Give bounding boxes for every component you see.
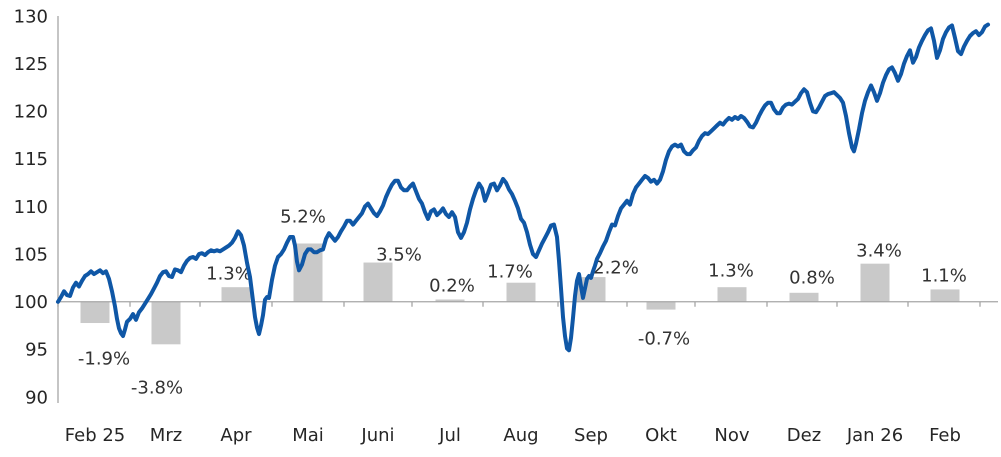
monthly-return-bar — [930, 289, 960, 302]
monthly-return-bar — [435, 299, 465, 302]
monthly-return-bar — [860, 263, 890, 302]
return-bar-label: 0.2% — [429, 275, 475, 296]
return-bar-label: 3.5% — [376, 244, 422, 265]
y-tick-label: 120 — [14, 102, 48, 123]
performance-line — [56, 22, 990, 353]
return-bar-label: 0.8% — [789, 267, 835, 288]
monthly-return-bar — [363, 262, 393, 302]
monthly-return-bar — [151, 301, 181, 345]
x-tick-label: Sep — [574, 425, 608, 446]
monthly-return-bar — [646, 301, 676, 310]
x-tick-label: Jul — [438, 425, 461, 446]
y-tick-label: 100 — [14, 292, 48, 313]
return-bar-label: -0.7% — [638, 328, 690, 349]
x-tick-label: Feb — [929, 425, 961, 446]
monthly-return-bar — [506, 282, 536, 302]
x-tick-label: Mrz — [150, 425, 182, 446]
return-bar-label: -3.8% — [131, 377, 183, 398]
monthly-return-bar — [789, 292, 819, 302]
monthly-return-bar — [80, 301, 110, 324]
return-bar-label: 5.2% — [280, 206, 326, 227]
return-bar-label: 1.1% — [921, 265, 967, 286]
y-tick-label: 130 — [14, 6, 48, 27]
x-tick-label: Feb 25 — [65, 425, 126, 446]
y-tick-label: 90 — [25, 387, 48, 408]
x-tick-label: Okt — [645, 425, 677, 446]
x-tick-label: Jan 26 — [846, 425, 903, 446]
y-tick-label: 115 — [14, 149, 48, 170]
y-tick-label: 105 — [14, 244, 48, 265]
y-tick-label: 95 — [25, 340, 48, 361]
return-bar-label: 1.3% — [206, 263, 252, 284]
return-bar-label: 1.7% — [487, 261, 533, 282]
return-bar-label: -1.9% — [78, 348, 130, 369]
x-tick-label: Juni — [360, 425, 394, 446]
y-tick-label: 110 — [14, 197, 48, 218]
x-tick-label: Mai — [292, 425, 324, 446]
x-tick-label: Nov — [714, 425, 749, 446]
return-bar-label: 2.2% — [593, 257, 639, 278]
monthly-return-bar — [221, 287, 251, 302]
x-tick-label: Dez — [787, 425, 821, 446]
x-tick-label: Apr — [220, 425, 252, 446]
y-tick-label: 125 — [14, 54, 48, 75]
monthly-return-bar — [717, 287, 747, 302]
return-bar-label: 3.4% — [856, 240, 902, 261]
x-tick-label: Aug — [503, 425, 538, 446]
return-bar-label: 1.3% — [708, 260, 754, 281]
